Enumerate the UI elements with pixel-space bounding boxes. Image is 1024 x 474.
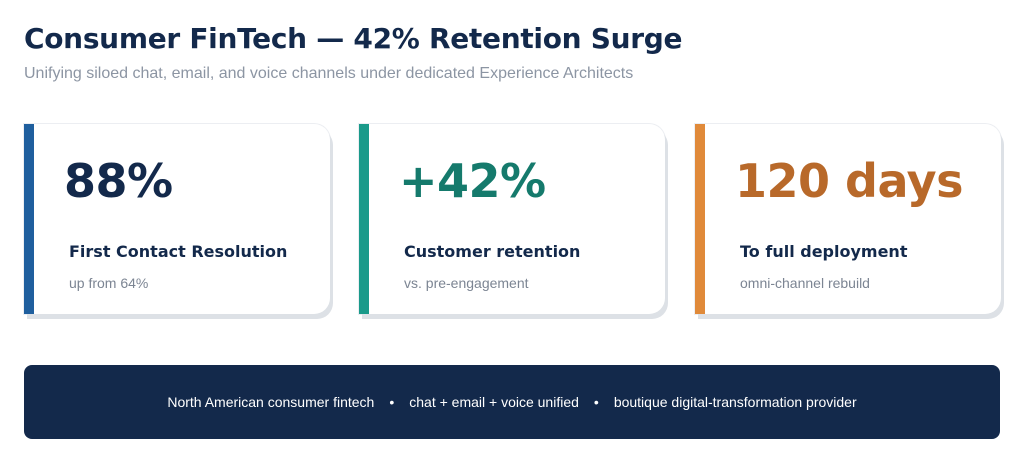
separator-dot: • [389,394,395,410]
metric-card-customer-retention: +42% Customer retention vs. pre-engageme… [359,124,665,314]
metric-card-deployment-time: 120 days To full deployment omni-channel… [695,124,1001,314]
metric-note: up from 64% [69,275,149,291]
metric-note: vs. pre-engagement [404,275,529,291]
page-subtitle: Unifying siloed chat, email, and voice c… [24,65,634,82]
metric-note: omni-channel rebuild [740,275,870,291]
metric-card-first-contact-resolution: 88% First Contact Resolution up from 64% [24,124,330,314]
banner-item-provider: boutique digital-transformation provider [613,394,857,410]
metric-value: 120 days [735,154,963,208]
separator-dot: • [593,394,599,410]
accent-bar [695,124,705,314]
metric-value: 88% [64,154,173,208]
banner-item-market: North American consumer fintech [167,394,375,410]
accent-bar [359,124,369,314]
context-banner: North American consumer fintech • chat +… [24,365,1000,439]
page-title: Consumer FinTech — 42% Retention Surge [24,22,683,55]
accent-bar [24,124,34,314]
metric-label: Customer retention [404,242,581,261]
metric-label: To full deployment [740,242,908,261]
metric-value: +42% [399,154,546,208]
banner-item-channels: chat + email + voice unified [409,394,579,410]
metric-label: First Contact Resolution [69,242,288,261]
